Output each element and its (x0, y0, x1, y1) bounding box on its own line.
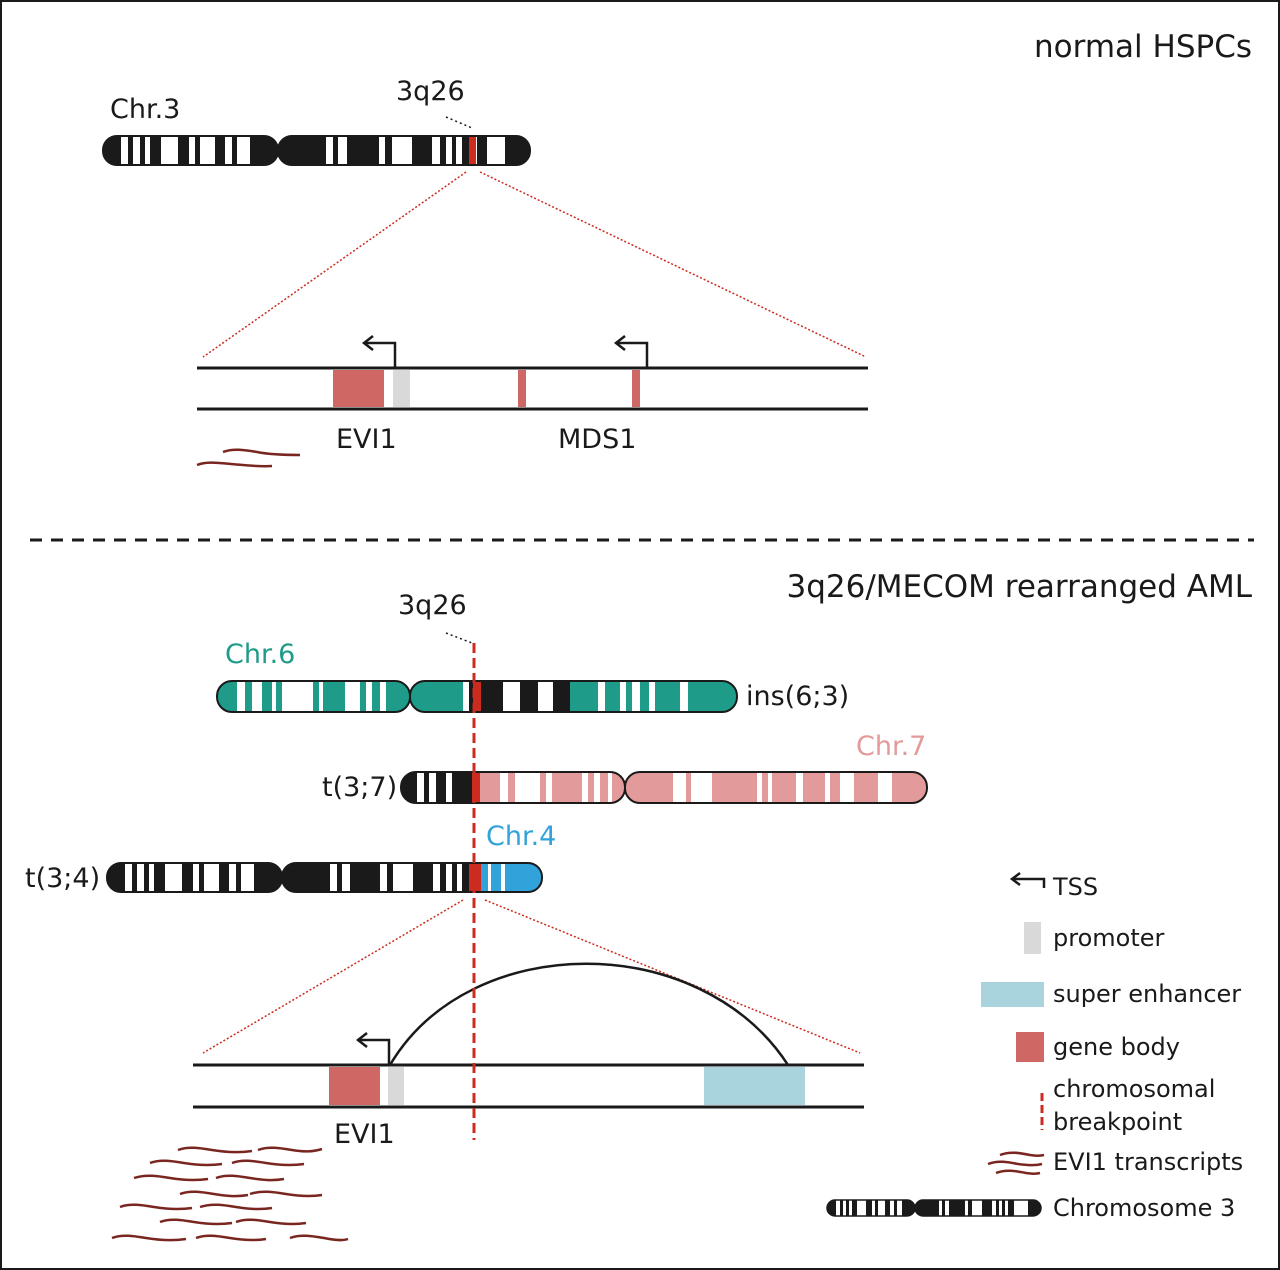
zoom-line-right-aml (484, 899, 861, 1054)
ins-6-3-label: ins(6;3) (746, 681, 849, 712)
legend: TSS promoter super enhancer gene body ch… (826, 872, 1243, 1222)
t-3-7-label: t(3;7) (322, 772, 397, 803)
legend-gene-body-swatch (1016, 1032, 1044, 1062)
legend-chromosome3-swatch (826, 1199, 1042, 1217)
evi1-gene-body (333, 370, 384, 407)
locus-3q26-band (469, 136, 476, 165)
locus-pointer-normal (445, 116, 473, 129)
legend-promoter-label: promoter (1053, 924, 1164, 952)
mds1-exon-2 (632, 370, 640, 407)
zoom-line-left (202, 171, 467, 358)
evi1-transcripts-normal (196, 448, 301, 468)
aml-panel-title: 3q26/MECOM rearranged AML (787, 569, 1253, 605)
normal-panel-title: normal HSPCs (1034, 29, 1252, 65)
gene-label-evi1-aml: EVI1 (334, 1119, 395, 1150)
legend-tss-label: TSS (1052, 873, 1098, 901)
legend-super-enhancer-label: super enhancer (1053, 980, 1241, 1008)
locus-normal: EVI1 MDS1 (197, 335, 868, 455)
zoom-line-left-aml (202, 899, 464, 1054)
enhancer-hijack-loop (388, 962, 790, 1066)
zoom-line-right (479, 171, 867, 358)
legend-gene-body-label: gene body (1053, 1033, 1180, 1061)
chr3-label: Chr.3 (110, 94, 180, 125)
ins-6-3-chromosome (216, 680, 738, 713)
legend-breakpoint-label-line1: chromosomal (1053, 1075, 1215, 1103)
locus-label-3q26-normal: 3q26 (396, 76, 465, 107)
evi1-promoter-aml (388, 1067, 404, 1105)
tss-arrow-evi1 (361, 335, 397, 368)
gene-label-mds1: MDS1 (558, 424, 636, 455)
gene-label-evi1: EVI1 (336, 424, 397, 455)
chr6-label: Chr.6 (225, 639, 295, 670)
evi1-gene-body-aml (329, 1067, 380, 1105)
legend-tss-icon (1009, 872, 1046, 888)
super-enhancer-block (704, 1067, 805, 1105)
aml-panel: 3q26/MECOM rearranged AML 3q26 Chr.6 (25, 569, 1253, 1242)
evi1-promoter (393, 370, 410, 407)
t-3-4-label: t(3;4) (25, 863, 100, 894)
legend-promoter-swatch (1024, 922, 1041, 954)
locus-pointer-aml (445, 632, 473, 644)
legend-super-enhancer-swatch (981, 982, 1044, 1007)
legend-transcripts-swatch (987, 1151, 1045, 1175)
chr4-label: Chr.4 (486, 821, 556, 852)
normal-panel: normal HSPCs Chr.3 3q26 (102, 29, 1252, 468)
evi1-transcripts-aml (111, 1146, 349, 1242)
legend-chromosome3-label: Chromosome 3 (1053, 1194, 1235, 1222)
mds1-exon-1 (518, 370, 526, 407)
t-3-4-chromosome (106, 862, 543, 893)
t-3-7-chromosome (400, 771, 928, 804)
tss-arrow-evi1-aml (355, 1032, 391, 1065)
chr7-label: Chr.7 (856, 731, 926, 762)
legend-breakpoint-label-line2: breakpoint (1053, 1108, 1182, 1136)
chromosome-3-ideogram (102, 135, 531, 166)
locus-label-3q26-aml: 3q26 (398, 590, 467, 621)
legend-transcripts-label: EVI1 transcripts (1053, 1148, 1243, 1176)
tss-arrow-mds1 (613, 335, 649, 368)
locus-rearranged: EVI1 (193, 962, 864, 1150)
